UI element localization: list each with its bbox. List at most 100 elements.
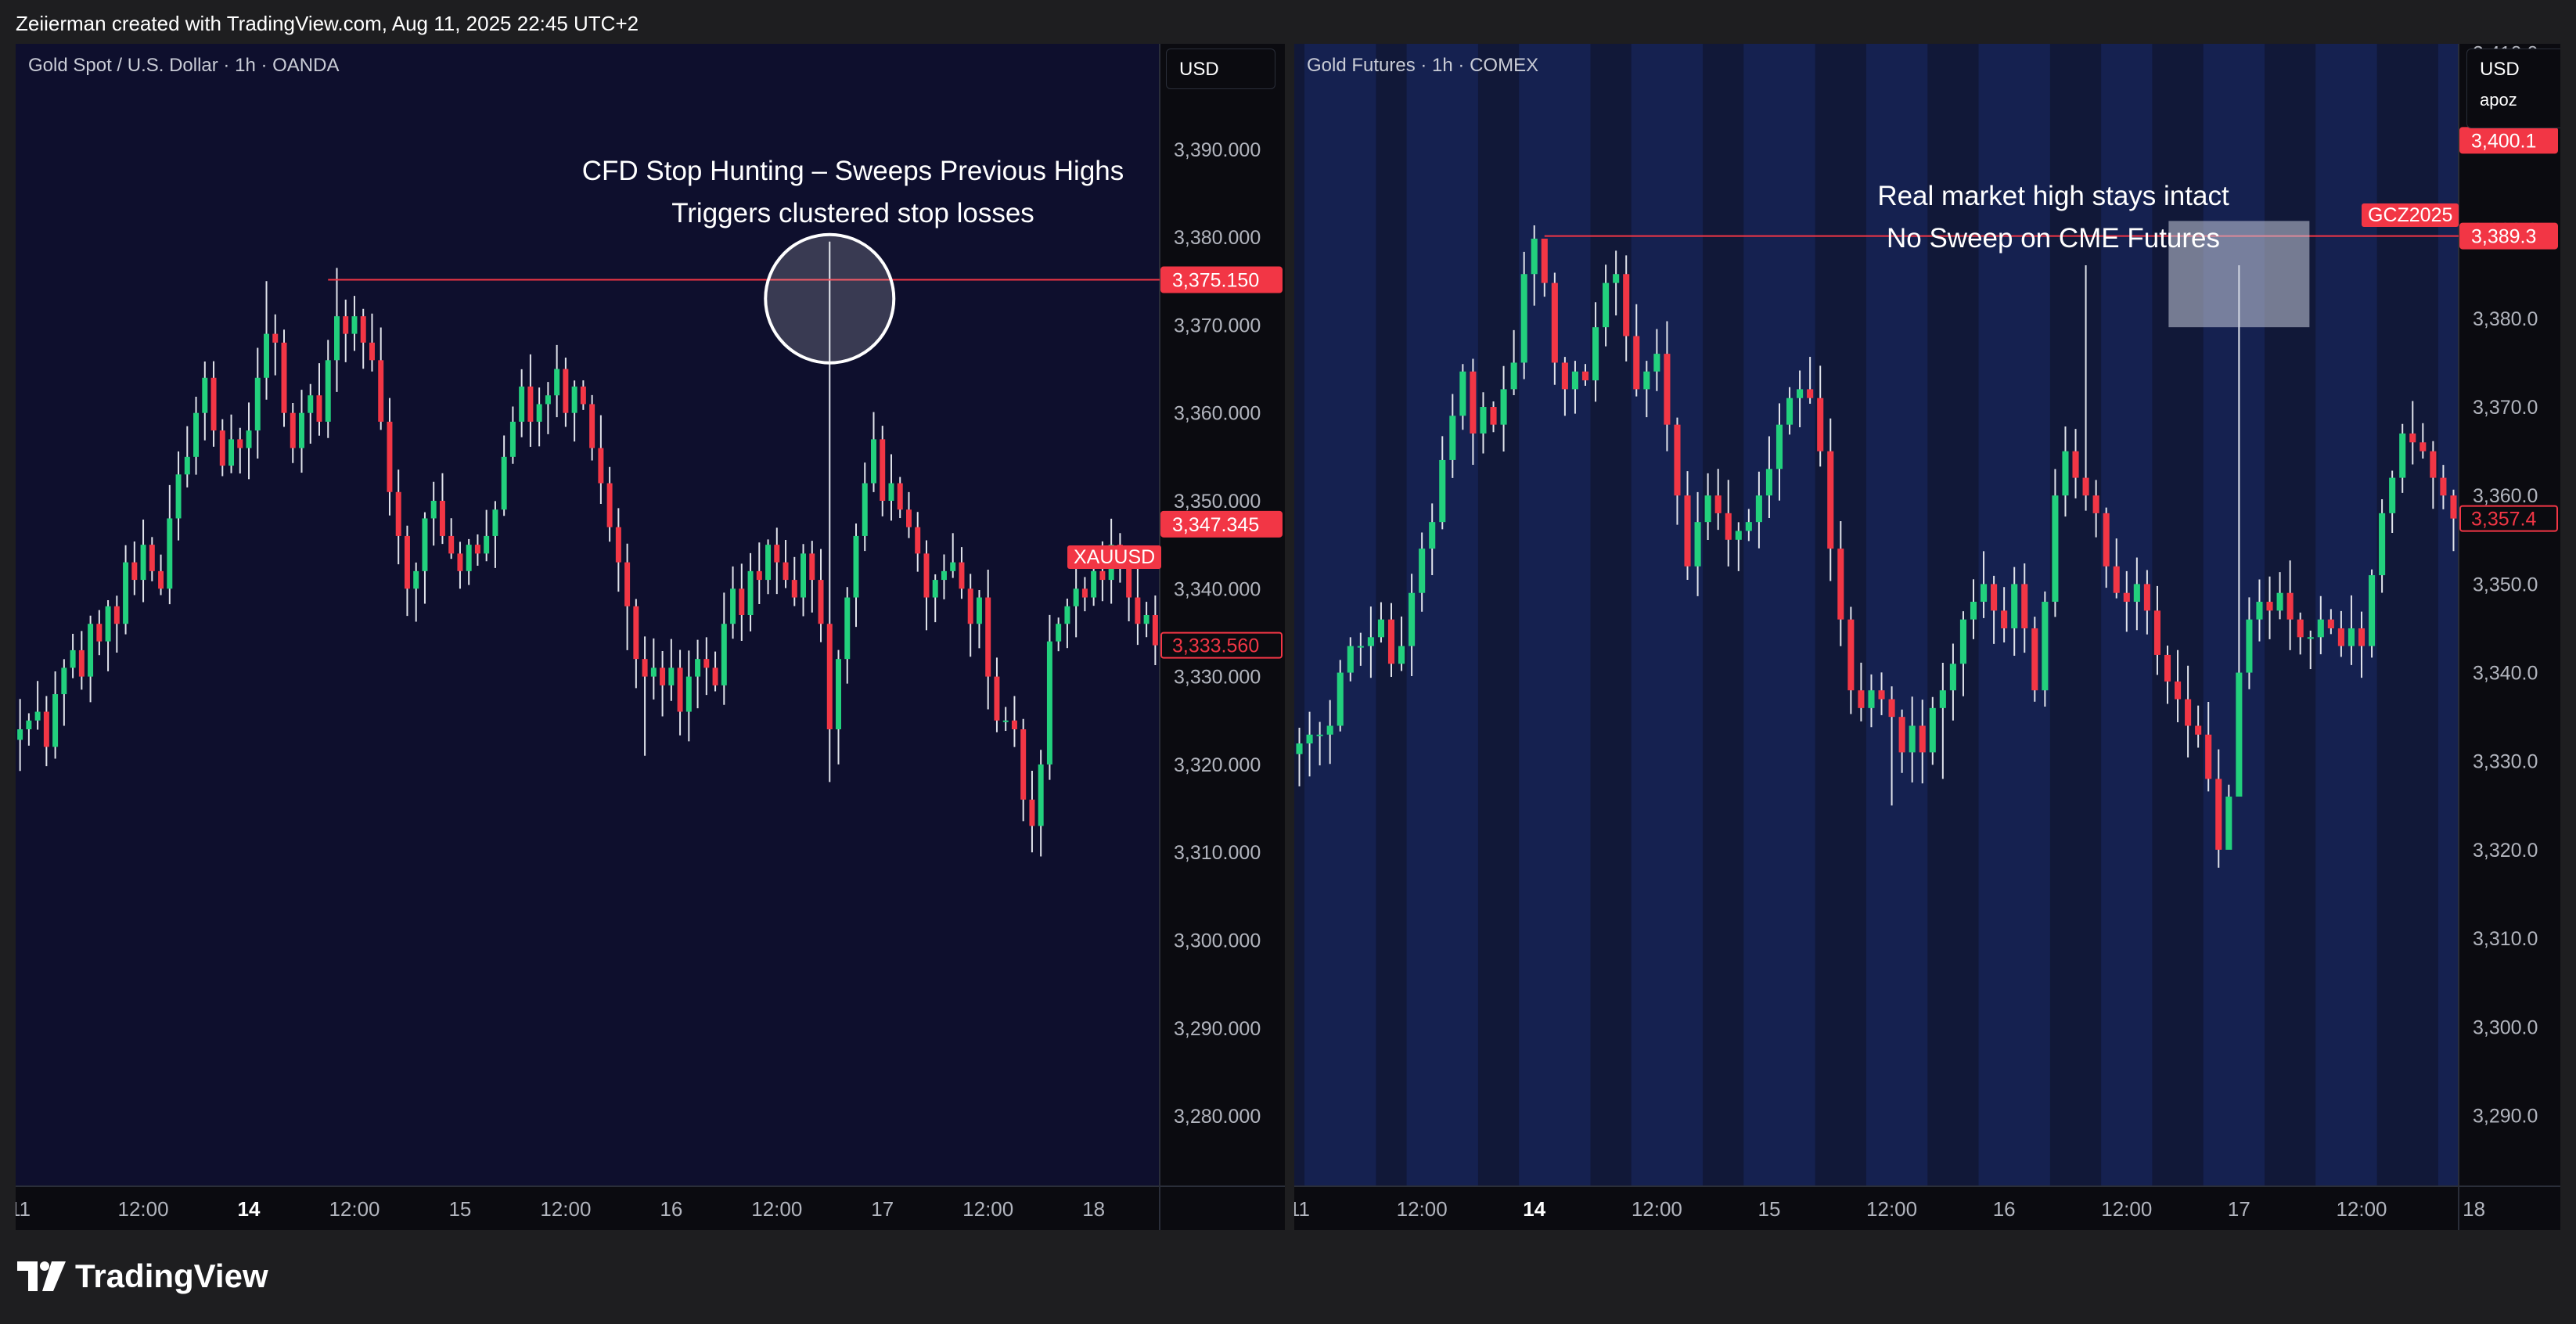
candle-body [959,562,965,589]
right-chart-panel[interactable]: 3,410.03,400.03,390.03,380.03,370.03,360… [1294,44,2560,1230]
candle [589,394,595,461]
candle-body [17,729,23,740]
candle-body [1480,407,1487,434]
candle-body [2092,495,2099,513]
candle-body [1073,588,1079,606]
candle [484,509,490,562]
candle-body [519,387,525,422]
candle-body [167,518,173,589]
candle [2001,587,2008,642]
left-currency-button[interactable]: USD [1166,49,1275,89]
candle-body [624,562,631,606]
y-tick-label: 3,330.0 [2473,751,2538,773]
candle [1398,616,1405,671]
candle-body [985,597,991,677]
candle-body [536,404,542,422]
candle [1480,392,1487,454]
candle [2348,595,2355,665]
price-axis [2459,44,2560,1186]
candle-body [888,483,894,501]
candle-body [492,509,498,536]
y-tick-label: 3,370.0 [2473,397,2538,419]
no-sweep-highlight-box [2168,221,2310,328]
candle-body [783,562,789,581]
session-band [1406,44,1478,1186]
candle [2185,665,2192,757]
candle-body [2276,592,2283,611]
candle [844,587,851,684]
candle-body [61,667,67,695]
candle [316,363,322,436]
candle [430,481,437,546]
candle-body [254,377,261,431]
candle-body [580,387,586,405]
candle-body [246,430,252,448]
left-currency-label: USD [1179,59,1219,80]
candle-body [923,553,930,598]
left-high-price-tag: 3,375.150 [1172,270,1259,292]
left-symbol-label: Gold Spot / U.S. Dollar · 1h · OANDA [28,55,340,76]
session-band [1519,44,1591,1186]
candle-body [1367,637,1374,646]
candle [932,574,938,623]
candle-body [343,316,349,334]
candle [457,541,463,589]
candle-body [1603,282,1610,328]
candle-body [1091,570,1097,598]
candle [1551,272,1558,385]
candle-body [1898,717,1905,753]
y-tick-label: 3,390.000 [1174,139,1261,161]
y-tick-label: 3,340.000 [1174,578,1261,600]
left-annotation: CFD Stop Hunting – Sweeps Previous Highs… [563,150,1142,235]
candle [2021,563,2028,653]
candle-body [43,711,49,747]
candle-body [2379,513,2386,576]
candle-body [1714,495,1722,513]
candle-body [369,342,375,361]
candle [1797,370,1804,427]
candle [941,554,947,599]
candle-body [1143,615,1149,624]
candle-body [721,624,727,685]
right-annotation-line-1: Real market high stays intact [1877,181,2229,211]
candle [1643,361,1650,418]
candle-body [1409,592,1416,646]
session-band [2315,44,2377,1186]
candle-body [836,659,842,729]
candle [1633,304,1640,397]
y-tick-label: 3,290.000 [1174,1018,1261,1040]
candle-body [175,474,182,519]
candle-body [2450,495,2457,519]
left-chart-svg[interactable]: 3,400.0003,390.0003,380.0003,370.0003,36… [16,44,1285,1230]
candle-body [78,649,85,677]
left-chart-panel[interactable]: 3,400.0003,390.0003,380.0003,370.0003,36… [16,44,1285,1230]
candle-body [1939,690,1946,708]
candle-body [633,606,639,660]
candle [1002,707,1009,732]
candle [2266,576,2273,639]
y-tick-label: 3,300.0 [2473,1016,2538,1038]
candle [1500,365,1507,452]
candle-body [281,342,287,413]
candle-body [606,483,613,527]
candle [264,281,270,400]
candle [606,466,613,542]
left-high-price-tag-bg [1160,266,1283,293]
candle [131,541,138,595]
candle [1909,696,1916,783]
candle [976,590,982,649]
candle [1837,521,1844,646]
right-currency-button[interactable]: USD apoz [2466,49,2560,128]
candle [791,556,797,606]
candle-body [448,535,455,554]
right-chart-svg[interactable]: 3,410.03,400.03,390.03,380.03,370.03,360… [1294,44,2560,1230]
candle [1326,700,1333,765]
candle [1755,471,1762,549]
candle [1704,473,1711,540]
candle-body [1029,799,1035,826]
candle [2133,557,2140,631]
candle [43,696,49,767]
candle [1898,709,1905,773]
candle-body [96,624,103,642]
candle-body [1858,690,1865,708]
